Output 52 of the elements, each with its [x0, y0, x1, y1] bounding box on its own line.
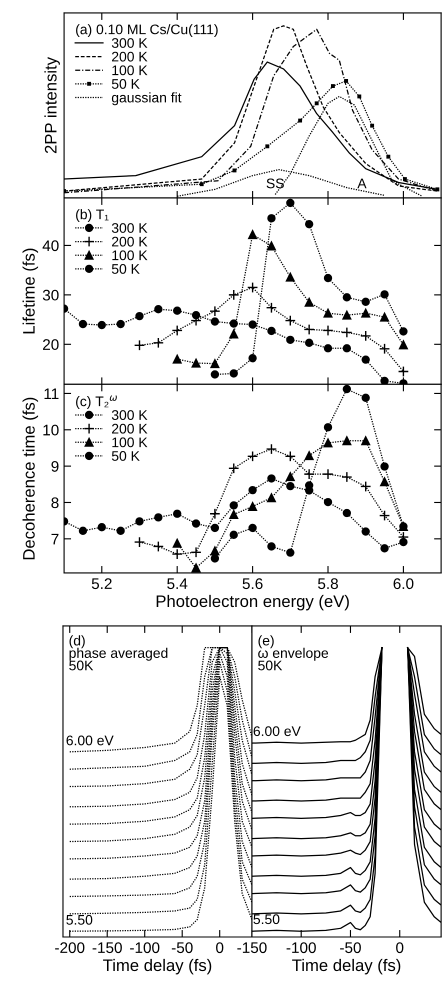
x-tick-label: -150 — [92, 942, 122, 954]
x-tick-label: 0 — [396, 942, 404, 954]
annotation: 5.50 — [253, 914, 280, 924]
annotation: SS — [266, 178, 284, 188]
y-tick-label: 20 — [43, 339, 59, 350]
annotation: 6.00 eV — [66, 736, 114, 746]
x-tick-label: 0 — [216, 942, 224, 954]
legend-label: 100 K — [112, 437, 148, 448]
legend-label: 200 K — [112, 52, 148, 62]
annotation: 5.50 — [66, 914, 92, 925]
x-tick-label: -100 — [286, 942, 316, 954]
x-tick-label: 5.2 — [92, 578, 112, 590]
x-axis-title: Time delay (fs) — [292, 958, 400, 974]
legend-label: 300 K — [112, 410, 148, 420]
x-tick-label: -50 — [340, 942, 361, 954]
y-tick-label: 40 — [42, 240, 59, 252]
x-tick-label: -150 — [237, 942, 267, 954]
legend-label: 300 K — [112, 223, 148, 233]
y-axis-title: Decoherence time (fs) — [22, 398, 38, 560]
annotation: A — [357, 178, 367, 188]
x-axis-title: Time delay (fs) — [103, 958, 212, 974]
x-axis-title: Photoelectron energy (eV) — [156, 594, 349, 610]
y-tick-label: 7 — [52, 534, 58, 544]
legend-label: 100 K — [112, 65, 148, 76]
y-axis-title: 2PP intensity — [44, 57, 60, 154]
legend-label: 100 K — [112, 250, 148, 260]
legend-label: 50 K — [112, 264, 140, 274]
y-tick-label: 11 — [44, 388, 58, 399]
y-axis-title: Lifetime (fs) — [22, 248, 38, 334]
legend-title: (a) 0.10 ML Cs/Cu(111) — [76, 24, 218, 38]
chart-title: (d) phase averaged 50K — [69, 635, 168, 670]
legend-label: 50 K — [112, 79, 140, 89]
legend-title: (c) T₂$^{ω}$ — [76, 395, 117, 409]
x-tick-label: 5.4 — [167, 578, 188, 590]
y-tick-label: 30 — [42, 290, 59, 301]
x-tick-label: 6.0 — [394, 578, 414, 590]
x-tick-label: 5.8 — [318, 578, 338, 590]
legend-label: gaussian fit — [112, 92, 182, 106]
legend-title: (b) T₁ — [76, 209, 109, 222]
legend-label: 200 K — [112, 236, 148, 247]
legend-label: 50 K — [112, 451, 140, 461]
legend-label: 300 K — [112, 38, 148, 48]
y-tick-label: 9 — [51, 461, 59, 472]
x-tick-label: -100 — [130, 942, 160, 954]
x-tick-label: -200 — [55, 942, 84, 954]
y-tick-label: 10 — [43, 424, 59, 436]
annotation: 6.00 eV — [254, 726, 301, 736]
x-tick-label: -50 — [172, 942, 193, 954]
x-tick-label: 5.6 — [242, 578, 263, 590]
y-tick-label: 8 — [51, 497, 59, 508]
chart-title: (e) ω envelope 50K — [258, 635, 328, 670]
legend-label: 200 K — [112, 424, 148, 434]
